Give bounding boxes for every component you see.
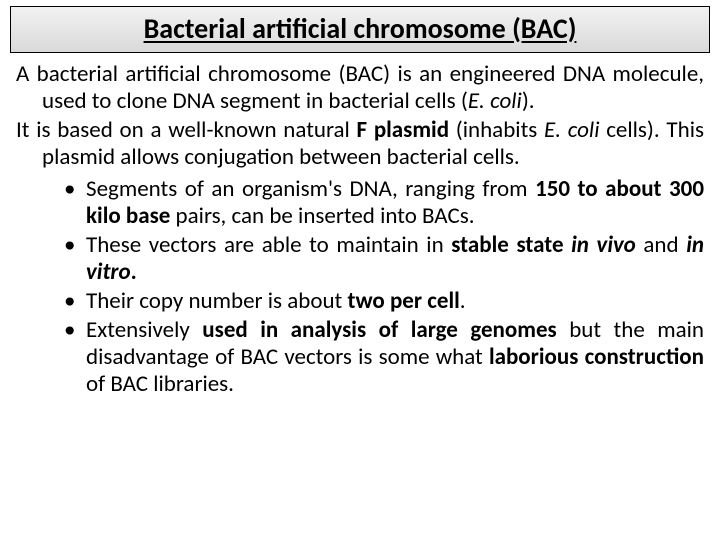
bullet-list: Segments of an organism's DNA, ranging f…: [16, 176, 704, 399]
b4-laborious: laborious construction: [489, 343, 704, 371]
b4-used: used in analysis of large genomes: [202, 316, 556, 344]
b2-invivo: in vivo: [571, 231, 636, 259]
p1-text-3: ).: [522, 87, 535, 115]
b1-text-3: pairs, can be inserted into BACs.: [170, 202, 474, 230]
p1-text-1: A bacterial artificial chromosome (BAC) …: [16, 60, 704, 115]
p2-ecoli: E. coli: [544, 116, 600, 144]
b2-stable: stable state: [451, 231, 571, 259]
b2-dot: .: [131, 258, 137, 286]
bullet-2: These vectors are able to maintain in st…: [86, 232, 704, 286]
paragraph-2: It is based on a well-known natural F pl…: [16, 117, 704, 171]
p1-ecoli: E. coli: [468, 87, 522, 115]
b2-text-1: These vectors are able to maintain in: [86, 231, 451, 259]
bullet-3: Their copy number is about two per cell.: [86, 288, 704, 315]
slide: Bacterial artificial chromosome (BAC) A …: [0, 0, 720, 540]
b3-text-3: .: [460, 287, 466, 315]
bullet-4: Extensively used in analysis of large ge…: [86, 317, 704, 398]
b4-text-5: of BAC libraries.: [86, 370, 234, 398]
b3-text-1: Their copy number is about: [86, 287, 347, 315]
b4-text-1: Extensively: [86, 316, 202, 344]
p2-text-3: (inhabits: [449, 116, 544, 144]
p2-fplasmid: F plasmid: [357, 116, 450, 144]
b1-text-1: Segments of an organism's DNA, ranging f…: [86, 175, 535, 203]
slide-body: A bacterial artificial chromosome (BAC) …: [0, 57, 720, 399]
paragraph-1: A bacterial artificial chromosome (BAC) …: [16, 61, 704, 115]
slide-title: Bacterial artificial chromosome (BAC): [19, 11, 701, 46]
b3-two: two per cell: [347, 287, 459, 315]
b2-and: and: [636, 231, 686, 259]
p2-text-1: It is based on a well-known natural: [16, 116, 357, 144]
title-bar: Bacterial artificial chromosome (BAC): [10, 6, 710, 53]
bullet-1: Segments of an organism's DNA, ranging f…: [86, 176, 704, 230]
